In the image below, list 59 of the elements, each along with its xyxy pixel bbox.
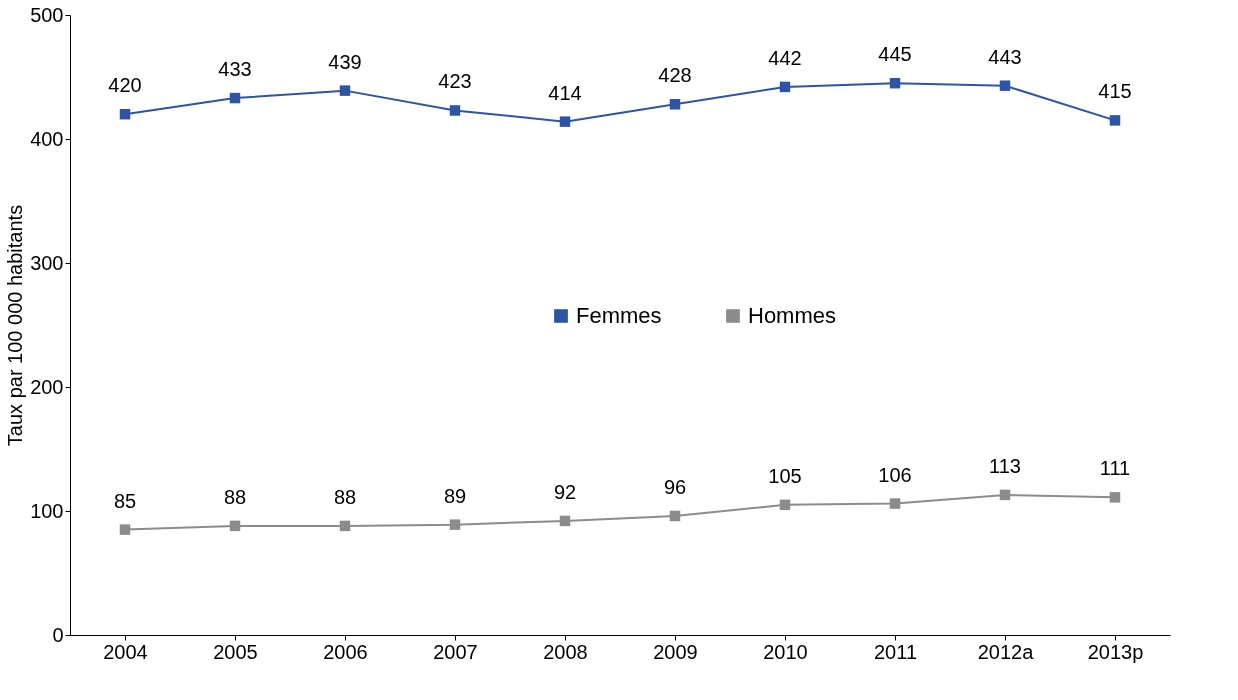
point (229, 92, 241, 104)
point (119, 524, 131, 535)
data-label: 420 (108, 74, 142, 97)
point (999, 80, 1011, 91)
point (119, 108, 131, 120)
x-tick-label: 2004 (103, 640, 148, 663)
data-label: 433 (218, 58, 252, 81)
y-tick-label: 200 (30, 375, 64, 398)
data-label: 85 (113, 489, 137, 512)
x-tick-label: 2011 (873, 640, 918, 663)
y-tick-label: 100 (30, 499, 64, 522)
legend-label: Hommes (748, 303, 837, 328)
data-label: 442 (768, 46, 802, 69)
data-label: 443 (988, 45, 1022, 68)
point (229, 520, 241, 532)
data-label: 88 (333, 485, 357, 508)
data-label: 445 (878, 43, 912, 66)
point (669, 99, 681, 110)
y-tick-label: 0 (52, 623, 64, 646)
x-tick-label: 2010 (763, 640, 808, 663)
x-tick-label: 2006 (323, 640, 368, 663)
data-label: 88 (223, 485, 247, 508)
point (779, 81, 791, 93)
y-tick-label: 300 (30, 251, 64, 274)
point (999, 489, 1011, 501)
x-tick-label: 2009 (653, 640, 698, 663)
x-tick-label: 2005 (213, 640, 258, 663)
point (669, 510, 681, 522)
data-label: 92 (553, 480, 577, 503)
point (339, 85, 351, 96)
x-tick-label: 2012a (977, 640, 1035, 663)
point (559, 515, 571, 527)
point (1109, 115, 1121, 126)
y-axis-title: Taux par 100 000 habitants (4, 204, 27, 447)
data-label: 414 (548, 81, 582, 104)
data-label: 106 (878, 463, 912, 486)
data-label: 415 (1098, 80, 1132, 103)
point (449, 519, 461, 530)
point (779, 499, 791, 511)
data-label: 111 (1099, 457, 1131, 480)
y-tick-label: 500 (30, 3, 64, 26)
data-label: 439 (328, 50, 362, 73)
point (1109, 492, 1121, 503)
data-label: 96 (663, 475, 687, 498)
x-tick-label: 2007 (433, 640, 478, 663)
y-tick-label: 400 (30, 127, 64, 150)
point (889, 77, 901, 89)
data-label: 423 (438, 70, 472, 93)
x-tick-label: 2013p (1087, 640, 1144, 663)
data-label: 113 (989, 454, 1021, 477)
point (559, 116, 571, 127)
point (339, 520, 351, 532)
x-tick-label: 2008 (543, 640, 588, 663)
data-label: 89 (443, 484, 467, 507)
legend-label: Femmes (576, 303, 662, 328)
point (449, 105, 461, 116)
data-label: 105 (768, 464, 802, 487)
data-label: 428 (658, 64, 692, 87)
point (889, 498, 901, 509)
